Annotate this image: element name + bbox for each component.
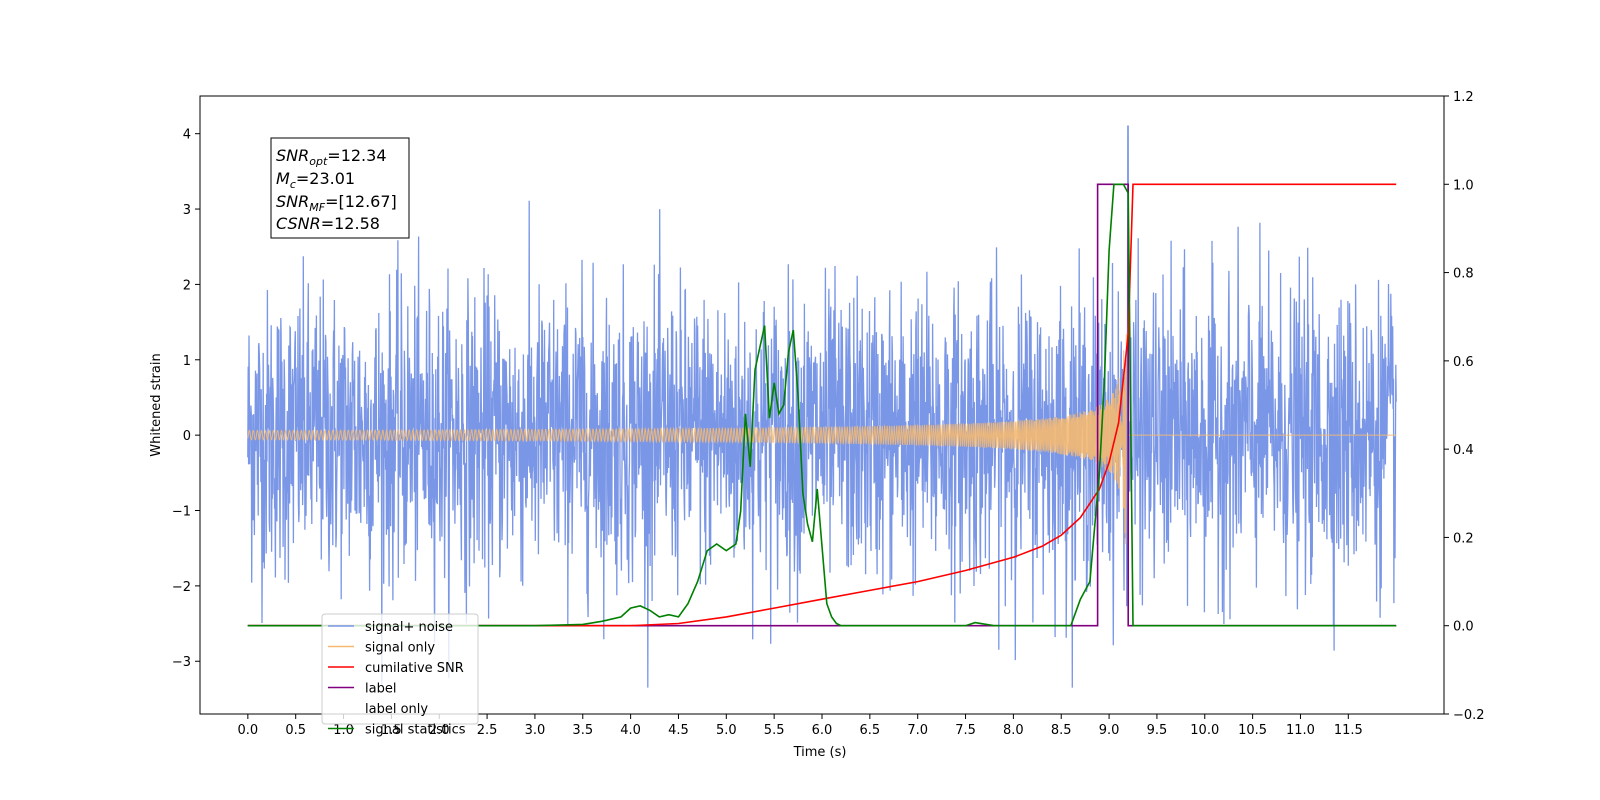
info-csnr: CSNR=12.58 bbox=[276, 214, 380, 233]
x-tick-label: 4.0 bbox=[620, 723, 641, 738]
x-tick-label: 7.0 bbox=[907, 723, 928, 738]
x-tick-label: 3.0 bbox=[525, 723, 546, 738]
x-tick-label: 0.5 bbox=[285, 723, 306, 738]
x-tick-label: 7.5 bbox=[955, 723, 976, 738]
x-tick-label: 1.0 bbox=[333, 723, 354, 738]
y2-tick-label: 0.0 bbox=[1453, 620, 1474, 635]
legend-label: signal only bbox=[365, 641, 435, 656]
y2-tick-label: 1.2 bbox=[1453, 90, 1474, 105]
legend-label: label only bbox=[365, 702, 428, 717]
y2-tick-label: 0.2 bbox=[1453, 531, 1474, 546]
legend-label: label bbox=[365, 682, 396, 697]
x-tick-label: 4.5 bbox=[668, 723, 689, 738]
x-tick-label: 5.5 bbox=[764, 723, 785, 738]
x-axis-label: Time (s) bbox=[793, 745, 847, 760]
series-layer bbox=[247, 125, 1397, 688]
x-tick-label: 10.5 bbox=[1238, 723, 1267, 738]
x-tick-label: 1.5 bbox=[381, 723, 402, 738]
x-tick-label: 6.0 bbox=[812, 723, 833, 738]
x-tick-label: 8.0 bbox=[1003, 723, 1024, 738]
legend-label: signal+ noise bbox=[365, 620, 453, 635]
legend: signal+ noise signal only cumilative SNR la… bbox=[321, 613, 479, 738]
x-tick-label: 6.5 bbox=[860, 723, 881, 738]
y-tick-label: −2 bbox=[172, 580, 191, 595]
legend-label: cumilative SNR bbox=[365, 661, 464, 676]
series-signal-statistics bbox=[247, 183, 1397, 627]
y-tick-label: 2 bbox=[183, 278, 191, 293]
y-axis-label: Whitened strain bbox=[149, 353, 164, 456]
y-tick-label: −1 bbox=[172, 505, 191, 520]
y-tick-label: −3 bbox=[172, 655, 191, 670]
x-tick-label: 8.5 bbox=[1051, 723, 1072, 738]
y-tick-label: 1 bbox=[183, 354, 191, 369]
series-cumilative-snr bbox=[247, 183, 1397, 627]
x-tick-label: 9.5 bbox=[1147, 723, 1168, 738]
legend-label: signal statistics bbox=[365, 723, 466, 738]
x-tick-label: 0.0 bbox=[238, 723, 259, 738]
info-snr-opt: SNRopt=12.34 bbox=[276, 146, 387, 168]
y-axis-left: −3 −2 −1 0 1 2 3 4 bbox=[172, 128, 200, 670]
y-tick-label: 0 bbox=[183, 429, 191, 444]
y2-tick-label: −0.2 bbox=[1453, 708, 1485, 723]
x-tick-label: 2.5 bbox=[477, 723, 498, 738]
x-axis: 0.0 0.5 1.0 1.5 2.0 2.5 3.0 3.5 4.0 4.5 5.0 5.5 6.0 6… bbox=[238, 714, 1363, 738]
x-tick-label: 9.0 bbox=[1099, 723, 1120, 738]
y2-tick-label: 1.0 bbox=[1453, 178, 1474, 193]
y-axis-right: −0.2 0.0 0.2 0.4 0.6 0.8 1.0 1.2 bbox=[1444, 90, 1485, 723]
x-tick-label: 11.5 bbox=[1334, 723, 1363, 738]
y-tick-label: 4 bbox=[183, 128, 191, 143]
info-box: SNRopt=12.34 Mc=23.01 SNRMF=[12.67] CSNR… bbox=[270, 137, 410, 239]
x-tick-label: 3.5 bbox=[572, 723, 593, 738]
x-tick-label: 5.0 bbox=[716, 723, 737, 738]
y-tick-label: 3 bbox=[183, 203, 191, 218]
series-signal-only bbox=[247, 334, 1397, 545]
x-tick-label: 11.0 bbox=[1286, 723, 1315, 738]
x-tick-label: 2.0 bbox=[429, 723, 450, 738]
x-tick-label: 10.0 bbox=[1190, 723, 1219, 738]
y2-tick-label: 0.6 bbox=[1453, 355, 1474, 370]
y2-tick-label: 0.8 bbox=[1453, 267, 1474, 282]
info-mc: Mc=23.01 bbox=[276, 169, 355, 191]
info-snr-mf: SNRMF=[12.67] bbox=[276, 192, 397, 214]
y2-tick-label: 0.4 bbox=[1453, 443, 1474, 458]
